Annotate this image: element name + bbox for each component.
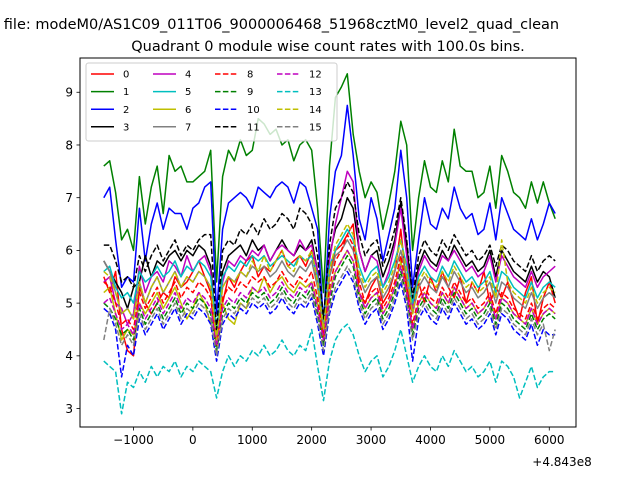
x-tick-label: 2000 bbox=[296, 433, 327, 447]
legend-box bbox=[85, 62, 338, 142]
legend-label-8: 8 bbox=[247, 70, 253, 81]
chart-title: Quadrant 0 module wise count rates with … bbox=[131, 39, 525, 55]
figure-suptitle: n file: modeM0/AS1C09_011T06_9000006468_… bbox=[0, 17, 559, 33]
y-tick-label: 6 bbox=[65, 244, 73, 258]
series-line-5 bbox=[103, 228, 556, 331]
series-line-14 bbox=[103, 223, 556, 341]
y-tick-label: 9 bbox=[65, 86, 73, 100]
y-tick-label: 7 bbox=[65, 191, 73, 205]
x-tick-label: −1000 bbox=[113, 433, 154, 447]
series-layer bbox=[103, 73, 556, 415]
legend-label-13: 13 bbox=[309, 87, 322, 98]
legend-label-5: 5 bbox=[185, 87, 191, 98]
legend-label-3: 3 bbox=[123, 122, 129, 133]
series-line-12 bbox=[103, 249, 556, 347]
y-tick-label: 5 bbox=[65, 296, 73, 310]
x-tick-label: 1000 bbox=[237, 433, 268, 447]
x-tick-label: 5000 bbox=[475, 433, 506, 447]
series-line-8 bbox=[103, 233, 556, 347]
x-tick-label: 6000 bbox=[534, 433, 565, 447]
series-line-11 bbox=[103, 181, 556, 331]
legend-label-11: 11 bbox=[247, 122, 260, 133]
legend-label-2: 2 bbox=[123, 105, 129, 116]
legend-label-10: 10 bbox=[247, 105, 260, 116]
legend-label-12: 12 bbox=[309, 70, 322, 81]
legend-label-0: 0 bbox=[123, 70, 129, 81]
series-line-13 bbox=[103, 323, 556, 415]
legend-label-14: 14 bbox=[309, 105, 322, 116]
legend-label-15: 15 bbox=[309, 122, 322, 133]
legend-label-4: 4 bbox=[185, 70, 191, 81]
legend-label-7: 7 bbox=[185, 122, 191, 133]
y-axis: 3 4 5 6 7 8 9 bbox=[65, 86, 80, 416]
x-tick-label: 3000 bbox=[356, 433, 387, 447]
x-offset-label: +4.843e8 bbox=[532, 455, 591, 469]
x-tick-label: 0 bbox=[189, 433, 197, 447]
x-tick-label: 4000 bbox=[415, 433, 446, 447]
legend-label-6: 6 bbox=[185, 105, 191, 116]
legend-label-1: 1 bbox=[123, 87, 129, 98]
y-tick-label: 4 bbox=[65, 349, 73, 363]
y-tick-label: 8 bbox=[65, 138, 73, 152]
series-line-2 bbox=[103, 104, 556, 325]
series-line-3 bbox=[103, 196, 556, 336]
y-tick-label: 3 bbox=[65, 402, 73, 416]
plot-frame bbox=[79, 57, 577, 428]
legend-label-9: 9 bbox=[247, 87, 253, 98]
series-line-1 bbox=[103, 73, 556, 294]
x-axis: −1000 0 1000 2000 3000 4000 5000 6000 bbox=[113, 427, 565, 447]
